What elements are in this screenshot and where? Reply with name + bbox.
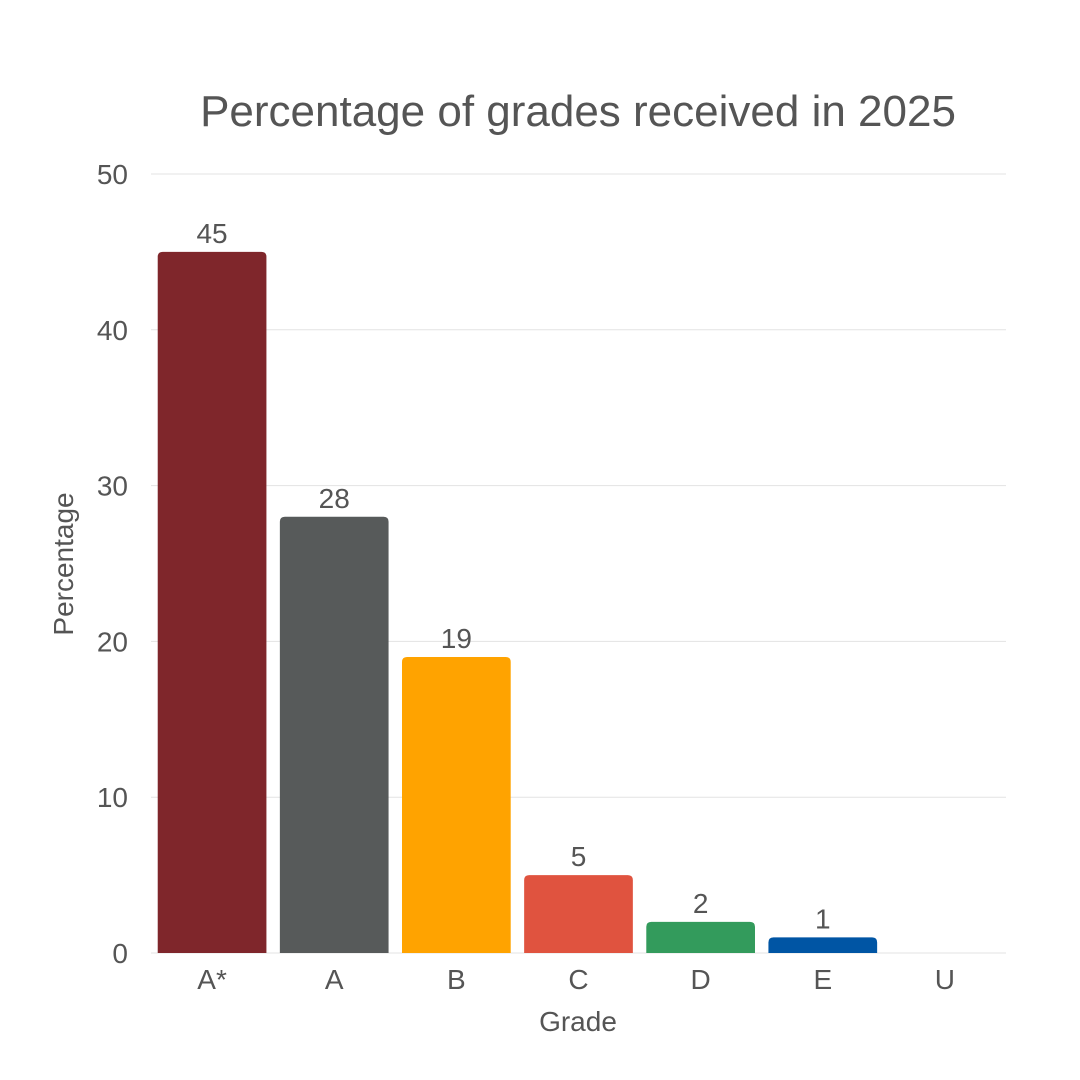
y-tick-label-10: 10 bbox=[97, 782, 128, 813]
x-tick-label-e: E bbox=[813, 964, 832, 995]
data-label-e: 1 bbox=[815, 903, 831, 934]
gridlines bbox=[151, 173, 1006, 954]
bar-b bbox=[402, 656, 511, 953]
bar-d bbox=[646, 921, 755, 953]
data-label-d: 2 bbox=[693, 888, 709, 919]
x-axis-ticks: A* A B C D E U bbox=[197, 964, 955, 995]
x-tick-label-d: D bbox=[691, 964, 711, 995]
x-tick-label-a-star: A* bbox=[197, 964, 227, 995]
y-axis-label: Percentage bbox=[48, 492, 79, 635]
data-label-b: 19 bbox=[441, 623, 472, 654]
x-tick-label-a: A bbox=[325, 964, 344, 995]
bar-a bbox=[279, 516, 389, 953]
x-tick-label-c: C bbox=[568, 964, 588, 995]
bar-c bbox=[524, 875, 633, 953]
chart-title: Percentage of grades received in 2025 bbox=[200, 87, 956, 136]
y-axis-ticks: 0 10 20 30 40 50 bbox=[97, 159, 128, 969]
data-labels: 45 28 19 5 2 1 bbox=[196, 218, 830, 935]
data-label-c: 5 bbox=[571, 841, 587, 872]
y-tick-label-40: 40 bbox=[97, 315, 128, 346]
data-label-a-star: 45 bbox=[196, 218, 227, 249]
y-tick-label-50: 50 bbox=[97, 159, 128, 190]
y-tick-label-20: 20 bbox=[97, 626, 128, 657]
x-axis-label: Grade bbox=[539, 1006, 617, 1037]
y-tick-label-0: 0 bbox=[112, 938, 128, 969]
bars bbox=[157, 251, 878, 953]
bar-e bbox=[768, 937, 878, 953]
bar-a-star bbox=[157, 251, 267, 953]
data-label-a: 28 bbox=[319, 483, 350, 514]
x-tick-label-b: B bbox=[447, 964, 466, 995]
x-tick-label-u: U bbox=[935, 964, 955, 995]
y-tick-label-30: 30 bbox=[97, 471, 128, 502]
